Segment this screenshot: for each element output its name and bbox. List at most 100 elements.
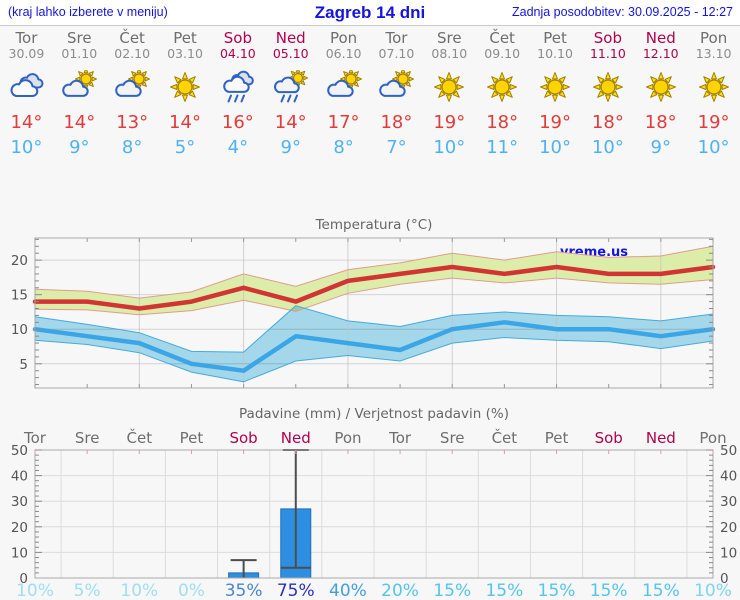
- forecast-day-30.09: Tor 30.09 14° 10°: [0, 30, 53, 160]
- sunny-icon: [159, 61, 212, 110]
- plot-border: [34, 237, 714, 389]
- day-date: 03.10: [167, 46, 203, 61]
- max-temp: 18°: [486, 112, 519, 133]
- min-temp: 11°: [486, 137, 519, 158]
- forecast-days-row: Tor 30.09 14° 10° Sre 01.10 14° 9° Čet 02.10 13° 8°…: [0, 30, 740, 160]
- y-axis-label-right: 10: [720, 545, 737, 561]
- y-axis-label-right: 30: [720, 494, 737, 510]
- precip-probability: 10%: [16, 581, 54, 600]
- precip-chart-title: Padavine (mm) / Verjetnost padavin (%): [239, 406, 509, 422]
- sun-rain-icon: [264, 61, 317, 110]
- y-axis-label-right: 0: [720, 571, 729, 587]
- day-date: 05.10: [272, 46, 309, 61]
- precip-day-label: Pon: [699, 429, 726, 447]
- precip-day-label: Ned: [281, 429, 311, 447]
- day-name: Pon: [329, 29, 358, 47]
- min-temp: 10°: [697, 137, 730, 158]
- max-temp: 18°: [644, 112, 677, 133]
- plot-border: [34, 449, 714, 579]
- precip-probability: 15%: [433, 581, 471, 600]
- min-temp: 9°: [280, 137, 301, 158]
- max-temp-line: [32, 264, 716, 311]
- precip-day-label: Sob: [595, 429, 623, 447]
- y-axis-label-left: 20: [11, 520, 28, 536]
- max-temp: 19°: [433, 112, 466, 133]
- cloudy-icon: [0, 61, 53, 110]
- max-temp: 19°: [697, 112, 730, 133]
- y-axis-label-left: 50: [11, 443, 28, 459]
- min-temp-band: [35, 305, 713, 382]
- y-axis-label: 10: [11, 322, 28, 338]
- day-date: 30.09: [8, 46, 45, 61]
- max-temp: 14°: [63, 112, 96, 133]
- y-axis-label-right: 20: [720, 520, 737, 536]
- forecast-day-13.10: Pon 13.10 19° 10°: [687, 30, 740, 160]
- precip-probability: 40%: [329, 581, 367, 600]
- forecast-day-12.10: Ned 12.10 18° 9°: [634, 30, 687, 160]
- precip-probability: 5%: [74, 581, 101, 600]
- page-title: Zagreb 14 dni: [314, 3, 426, 22]
- day-date: 04.10: [219, 46, 256, 61]
- day-name: Pon: [700, 29, 728, 47]
- temp-plot-area: 5 10 15 20: [11, 237, 716, 389]
- y-axis-label-left: 0: [19, 571, 28, 587]
- y-axis-label: 15: [11, 288, 28, 304]
- y-axis-label-right: 40: [720, 469, 737, 485]
- precip-probability: 10%: [120, 581, 158, 600]
- precip-day-label: Pet: [545, 429, 569, 447]
- min-temp: 10°: [433, 137, 466, 158]
- precip-probability: 75%: [277, 581, 315, 600]
- sunny-icon: [581, 61, 634, 110]
- sunny-icon: [687, 61, 740, 110]
- precip-probability: 15%: [485, 581, 523, 600]
- y-axis-label: 5: [19, 357, 28, 373]
- day-date: 11.10: [589, 46, 626, 61]
- day-name: Ned: [275, 29, 306, 47]
- min-temp: 8°: [121, 137, 143, 158]
- rain-icon: [211, 61, 264, 110]
- max-temp: 13°: [116, 112, 149, 133]
- min-temp-line: [32, 320, 716, 373]
- forecast-day-10.10: Pet 10.10 19° 10°: [529, 30, 582, 160]
- precip-probability: 15%: [590, 581, 628, 600]
- min-temp: 9°: [69, 137, 90, 158]
- day-name: Sre: [66, 29, 92, 47]
- max-temp: 14°: [274, 112, 307, 133]
- max-temp: 14°: [10, 112, 43, 133]
- max-temp: 16°: [221, 112, 254, 133]
- band-edge: [34, 305, 714, 353]
- page-header: (kraj lahko izberete v meniju) Zagreb 14…: [0, 0, 740, 26]
- day-name: Sre: [437, 29, 462, 47]
- partly-cloudy-icon: [370, 61, 423, 110]
- precip-day-label: Čet: [492, 428, 518, 447]
- location-menu-hint: (kraj lahko izberete v meniju): [8, 5, 168, 19]
- day-date: 08.10: [431, 46, 468, 61]
- day-name: Ned: [645, 29, 676, 47]
- day-date: 12.10: [642, 46, 679, 61]
- day-name: Pet: [543, 29, 567, 47]
- y-axis-label-left: 40: [11, 469, 28, 485]
- min-temp: 5°: [174, 137, 196, 158]
- partly-cloudy-icon: [317, 61, 370, 110]
- day-name: Pet: [173, 29, 197, 47]
- day-name: Sob: [223, 29, 252, 47]
- sunny-icon: [529, 61, 582, 110]
- min-temp: 10°: [10, 137, 43, 158]
- last-update-label: Zadnja posodobitev: 30.09.2025 - 12:27: [511, 5, 733, 19]
- y-axis-label-left: 30: [11, 494, 28, 510]
- precip-day-label: Tor: [23, 429, 47, 447]
- precip-probability: 0%: [178, 581, 205, 600]
- day-date: 06.10: [325, 46, 362, 61]
- forecast-day-07.10: Tor 07.10 18° 7°: [370, 30, 423, 160]
- precip-day-label: Pet: [180, 429, 204, 447]
- max-temp: 18°: [380, 112, 413, 133]
- forecast-day-04.10: Sob 04.10 16° 4°: [211, 30, 264, 160]
- band-edge: [34, 277, 714, 316]
- day-date: 13.10: [695, 46, 732, 61]
- precip-day-label: Sob: [229, 429, 257, 447]
- forecast-day-02.10: Čet 02.10 13° 8°: [106, 30, 159, 160]
- day-date: 10.10: [537, 46, 573, 61]
- max-temp: 18°: [591, 112, 624, 133]
- min-temp: 10°: [591, 137, 624, 158]
